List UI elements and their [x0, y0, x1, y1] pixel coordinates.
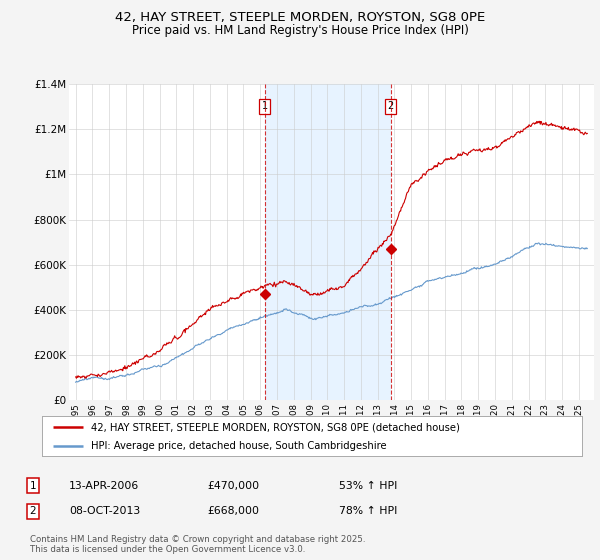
Text: £470,000: £470,000 [207, 480, 259, 491]
Text: 53% ↑ HPI: 53% ↑ HPI [339, 480, 397, 491]
Text: 08-OCT-2013: 08-OCT-2013 [69, 506, 140, 516]
Text: Price paid vs. HM Land Registry's House Price Index (HPI): Price paid vs. HM Land Registry's House … [131, 24, 469, 36]
Text: 42, HAY STREET, STEEPLE MORDEN, ROYSTON, SG8 0PE (detached house): 42, HAY STREET, STEEPLE MORDEN, ROYSTON,… [91, 422, 460, 432]
Text: 1: 1 [262, 101, 268, 111]
Text: 13-APR-2006: 13-APR-2006 [69, 480, 139, 491]
Text: 1: 1 [29, 480, 37, 491]
Bar [265, 84, 391, 400]
Text: Contains HM Land Registry data © Crown copyright and database right 2025.
This d: Contains HM Land Registry data © Crown c… [30, 535, 365, 554]
Text: HPI: Average price, detached house, South Cambridgeshire: HPI: Average price, detached house, Sout… [91, 441, 386, 451]
Text: 2: 2 [29, 506, 37, 516]
Text: 42, HAY STREET, STEEPLE MORDEN, ROYSTON, SG8 0PE: 42, HAY STREET, STEEPLE MORDEN, ROYSTON,… [115, 11, 485, 24]
Text: 2: 2 [388, 101, 394, 111]
Text: 78% ↑ HPI: 78% ↑ HPI [339, 506, 397, 516]
Text: £668,000: £668,000 [207, 506, 259, 516]
